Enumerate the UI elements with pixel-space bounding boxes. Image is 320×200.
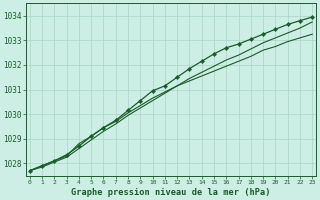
X-axis label: Graphe pression niveau de la mer (hPa): Graphe pression niveau de la mer (hPa) <box>71 188 271 197</box>
